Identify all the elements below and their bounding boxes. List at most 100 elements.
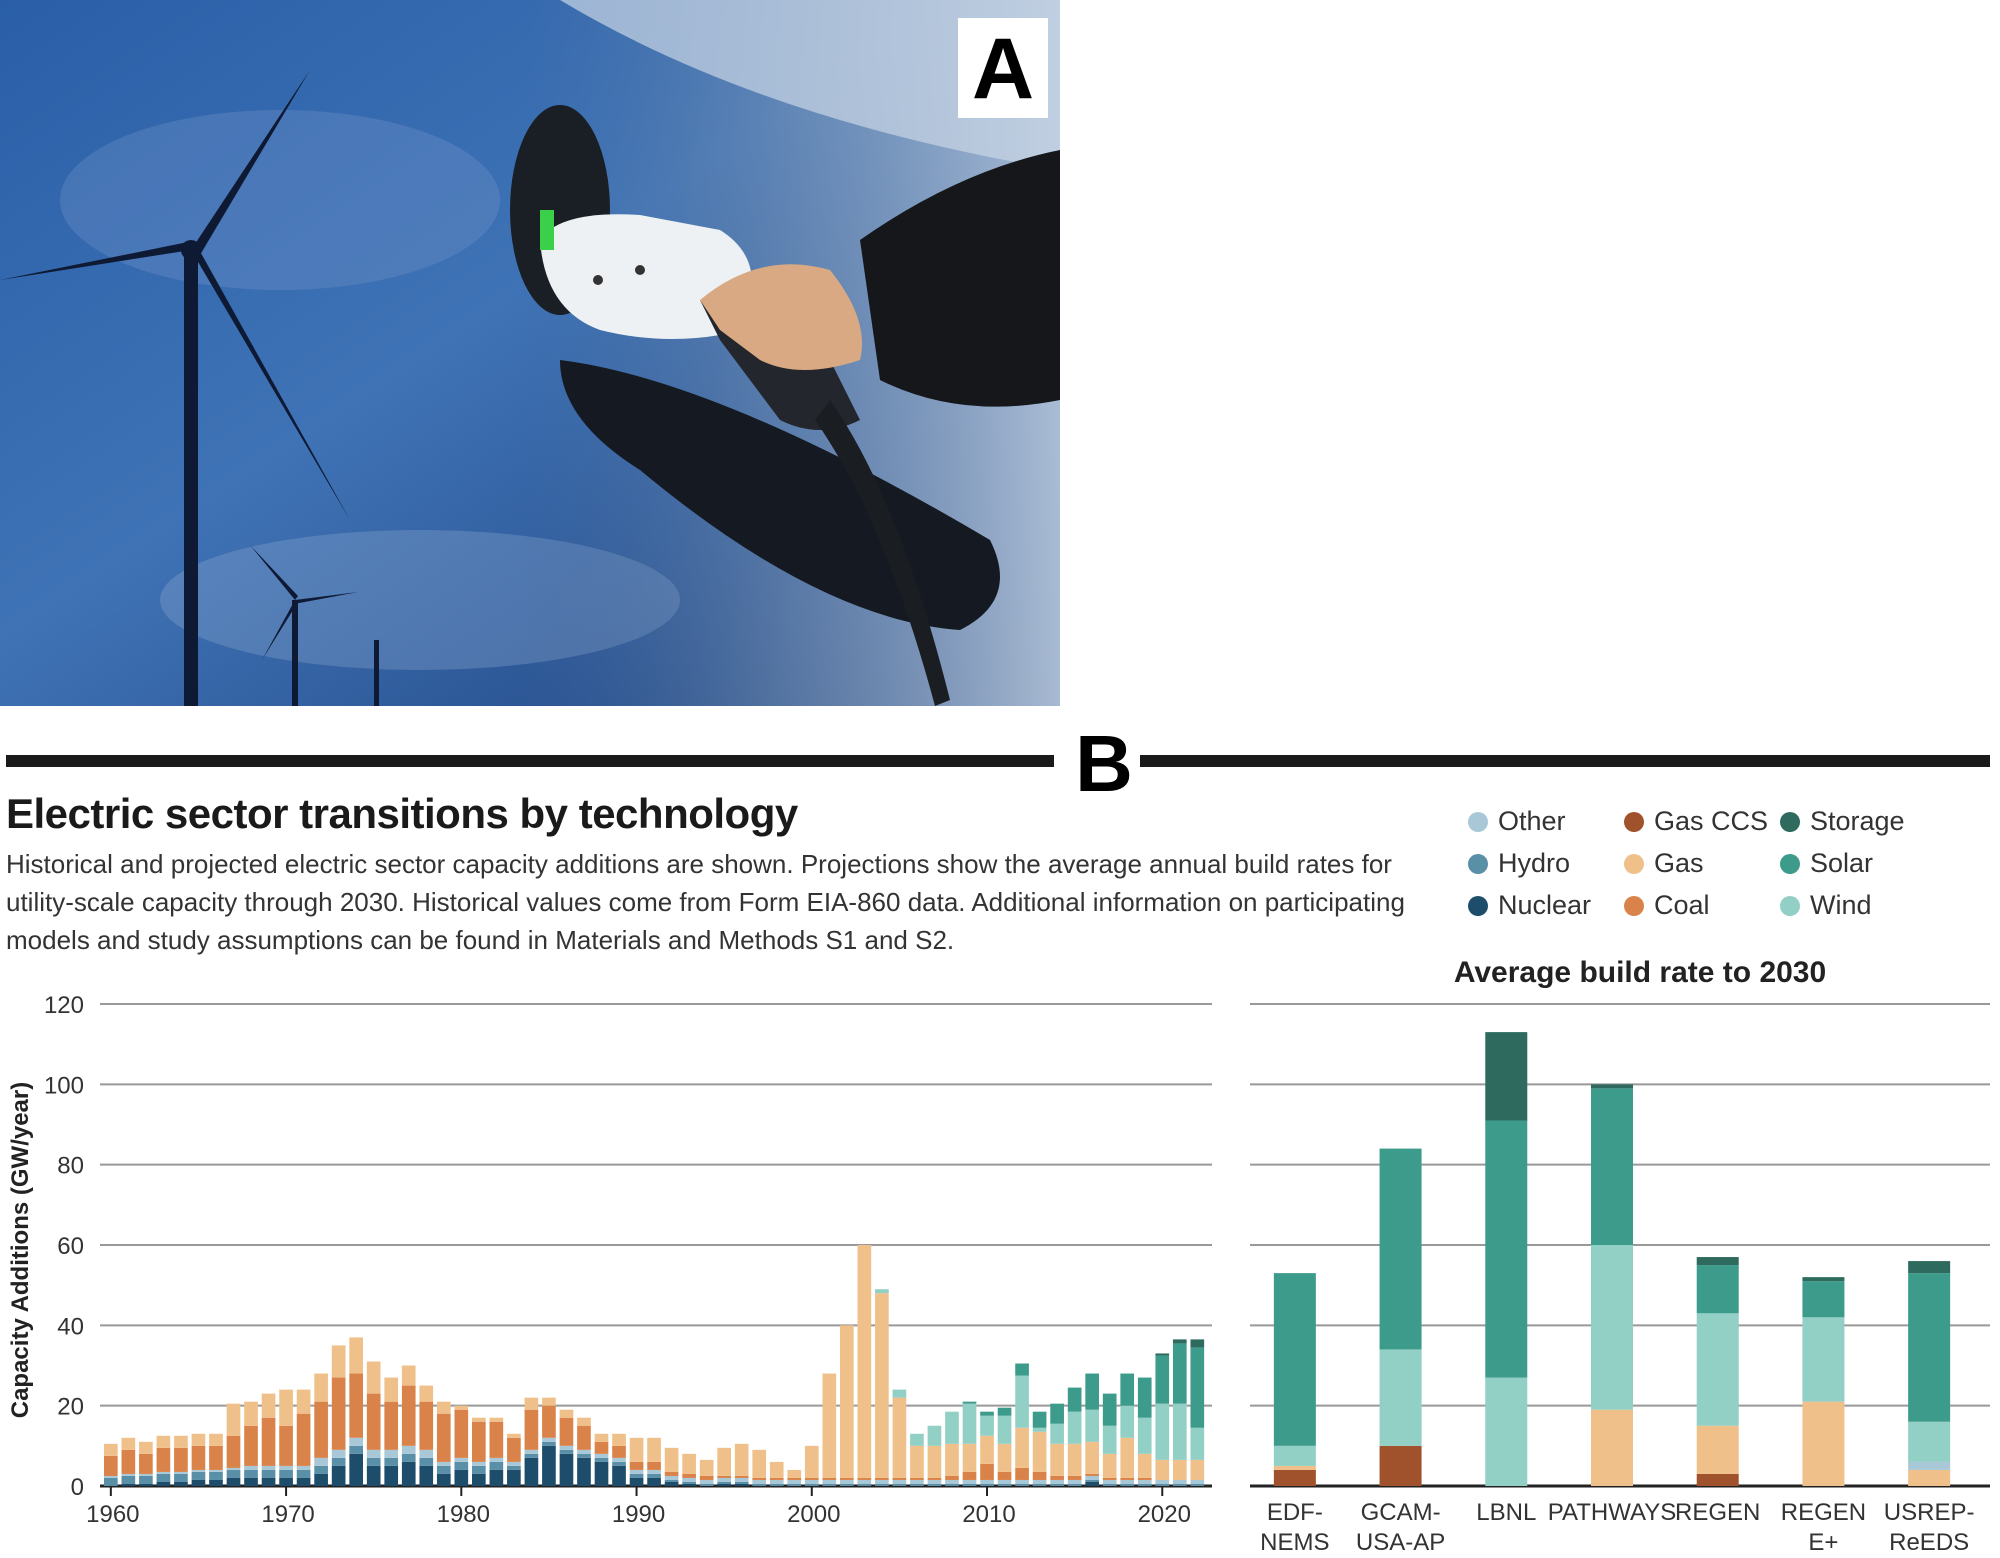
bar-segment-gas-1999 [787, 1469, 802, 1478]
bar-segment-gas-ccs [1273, 1469, 1316, 1486]
bar-segment-nuclear-1971 [296, 1477, 311, 1486]
bar-segment-other-1965 [191, 1469, 206, 1472]
bar-segment-other-2008 [945, 1479, 959, 1484]
legend-swatch [1780, 853, 1800, 874]
bar-segment-coal-2006 [910, 1477, 924, 1480]
bar-segment-coal-1960 [104, 1455, 118, 1476]
bar-segment-wind-2011 [997, 1415, 1012, 1444]
bar-segment-gas-1969 [261, 1393, 276, 1418]
bar-segment-other-2009 [962, 1479, 977, 1484]
bar-segment-hydro-2007 [927, 1483, 942, 1486]
bar-segment-coal-2010 [980, 1463, 994, 1480]
x-tick-label: 1980 [437, 1501, 490, 1528]
bar-segment-gas-2004 [875, 1293, 889, 1478]
x-tick-label: 2010 [962, 1501, 1015, 1528]
legend-label: Storage [1810, 806, 1905, 836]
bar-segment-gas-2014 [1050, 1443, 1064, 1476]
bar-segment-other-1982 [489, 1457, 504, 1462]
bar-segment-coal-1972 [314, 1401, 328, 1458]
bar-segment-coal-2015 [1067, 1475, 1082, 1480]
bar-segment-gas-ccs [1696, 1473, 1739, 1486]
bar-segment-wind-2004 [875, 1289, 889, 1294]
bar-segment-gas-1996 [734, 1443, 749, 1476]
bar-segment-wind [1485, 1377, 1528, 1486]
bar-segment-wind [1696, 1313, 1739, 1426]
bar-segment-coal-1998 [769, 1477, 784, 1480]
bar-segment-gas-2002 [840, 1325, 854, 1478]
bar-segment-gas-1963 [156, 1435, 171, 1448]
panel-a-photo: A [0, 0, 1060, 706]
bar-segment-other-1985 [542, 1437, 556, 1442]
bar-segment-hydro-2015 [1067, 1483, 1082, 1486]
chart-subtitle: Historical and projected electric sector… [6, 849, 1405, 955]
bar-segment-hydro-1983 [507, 1465, 521, 1470]
bar-segment-nuclear-1981 [472, 1473, 486, 1486]
x-tick-label: 2020 [1138, 1501, 1191, 1528]
bar-segment-coal-1985 [542, 1405, 556, 1438]
bar-segment-gas-2015 [1067, 1443, 1082, 1476]
bar-segment-other-1974 [349, 1437, 364, 1446]
bar-segment-solar [1802, 1281, 1845, 1318]
category-label: REGEN [1781, 1499, 1866, 1526]
bar-segment-gas-2011 [997, 1443, 1012, 1472]
legend-swatch [1468, 895, 1488, 916]
bar-segment-other-1994 [699, 1479, 714, 1484]
legend-label: Gas [1654, 848, 1704, 878]
bar-segment-gas-1970 [279, 1389, 293, 1426]
bar-segment-gas-2017 [1102, 1453, 1117, 1478]
bar-segment-coal-2018 [1120, 1477, 1135, 1480]
bar-segment-hydro-1985 [542, 1441, 556, 1446]
bar-segment-coal-1990 [629, 1461, 644, 1470]
bar-segment-other-2006 [910, 1479, 924, 1484]
bar-segment-coal-2012 [1015, 1467, 1029, 1480]
legend-label: Other [1498, 806, 1566, 836]
bar-segment-gas-2022 [1190, 1459, 1205, 1480]
bar-segment-nuclear-1967 [226, 1477, 241, 1486]
bar-segment-other-1960 [104, 1475, 118, 1478]
bar-segment-other-1987 [577, 1449, 591, 1454]
bar-segment-hydro-1997 [752, 1483, 767, 1486]
bar-segment-nuclear-1980 [454, 1469, 469, 1486]
bar-segment-other-2003 [857, 1479, 872, 1484]
bar-segment-solar-2020 [1155, 1355, 1170, 1404]
bar-segment-hydro-1967 [226, 1469, 241, 1478]
legend-swatch [1624, 811, 1644, 832]
bar-segment-coal-1965 [191, 1445, 206, 1470]
bar-segment-gas [1273, 1465, 1316, 1470]
bar-segment-hydro-2010 [980, 1483, 994, 1486]
bar-segment-gas-2000 [804, 1445, 819, 1478]
wind-turbine-icon [0, 70, 379, 706]
y-tick-label: 120 [44, 992, 84, 1019]
bar-segment-other-2007 [927, 1479, 942, 1484]
bar-segment-coal-1984 [524, 1409, 539, 1450]
legend-item-wind: Wind [1780, 890, 1872, 921]
bar-segment-hydro-1993 [682, 1481, 696, 1484]
bar-segment-hydro-2012 [1015, 1483, 1029, 1486]
bar-segment-nuclear-1982 [489, 1469, 504, 1486]
bar-segment-hydro-1976 [384, 1457, 399, 1466]
bar-segment-nuclear-1976 [384, 1465, 399, 1486]
bar-segment-hydro-2000 [804, 1483, 819, 1486]
legend-swatch [1624, 895, 1644, 916]
y-tick-label: 100 [44, 1072, 84, 1099]
bar-segment-coal-1961 [121, 1449, 136, 1474]
bar-segment-coal-2014 [1050, 1475, 1064, 1480]
bar-segment-nuclear-1974 [349, 1453, 364, 1486]
bar-segment-other-2015 [1067, 1479, 1082, 1484]
bar-segment-hydro-2009 [962, 1483, 977, 1486]
category-label: EDF- [1267, 1499, 1323, 1526]
bar-segment-gas-2019 [1137, 1453, 1152, 1478]
category-label: NEMS [1260, 1529, 1329, 1556]
category-label: PATHWAYS [1548, 1499, 1676, 1526]
bar-segment-nuclear-1990 [629, 1477, 644, 1486]
bar-segment-other-1964 [174, 1471, 188, 1474]
bar-segment-gas-1965 [191, 1433, 206, 1446]
bar-segment-coal-2005 [892, 1477, 907, 1480]
bar-segment-hydro-1970 [279, 1469, 293, 1478]
bar-segment-solar-2021 [1172, 1343, 1187, 1404]
bar-segment-other-2019 [1137, 1479, 1152, 1484]
bar-segment-other-1971 [296, 1465, 311, 1470]
bar-segment-gas-ccs [1379, 1445, 1422, 1486]
chart-area: 0 20 40 60 80 100 120 Capacity Additions (GW/ye… [7, 956, 1990, 1556]
legend-label: Solar [1810, 848, 1874, 878]
